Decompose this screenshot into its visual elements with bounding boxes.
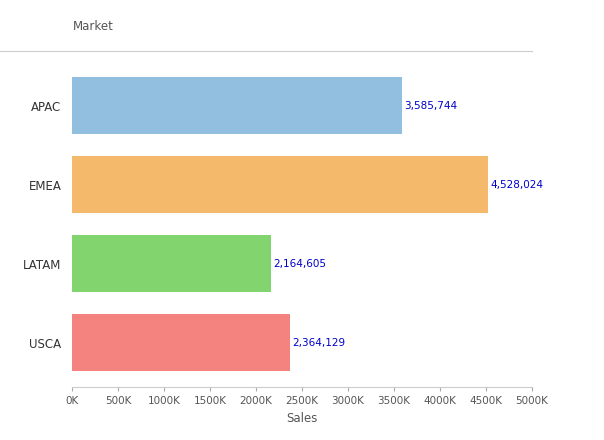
- Text: 2,364,129: 2,364,129: [292, 338, 345, 348]
- Bar: [72, 314, 289, 371]
- Bar: [72, 77, 402, 134]
- Bar: [72, 235, 271, 292]
- X-axis label: Sales: Sales: [286, 412, 318, 425]
- Bar: [72, 156, 488, 213]
- Text: 2,164,605: 2,164,605: [274, 259, 327, 269]
- Text: Market: Market: [72, 20, 114, 33]
- Text: 3,585,744: 3,585,744: [404, 101, 457, 111]
- Text: 4,528,024: 4,528,024: [490, 180, 544, 190]
